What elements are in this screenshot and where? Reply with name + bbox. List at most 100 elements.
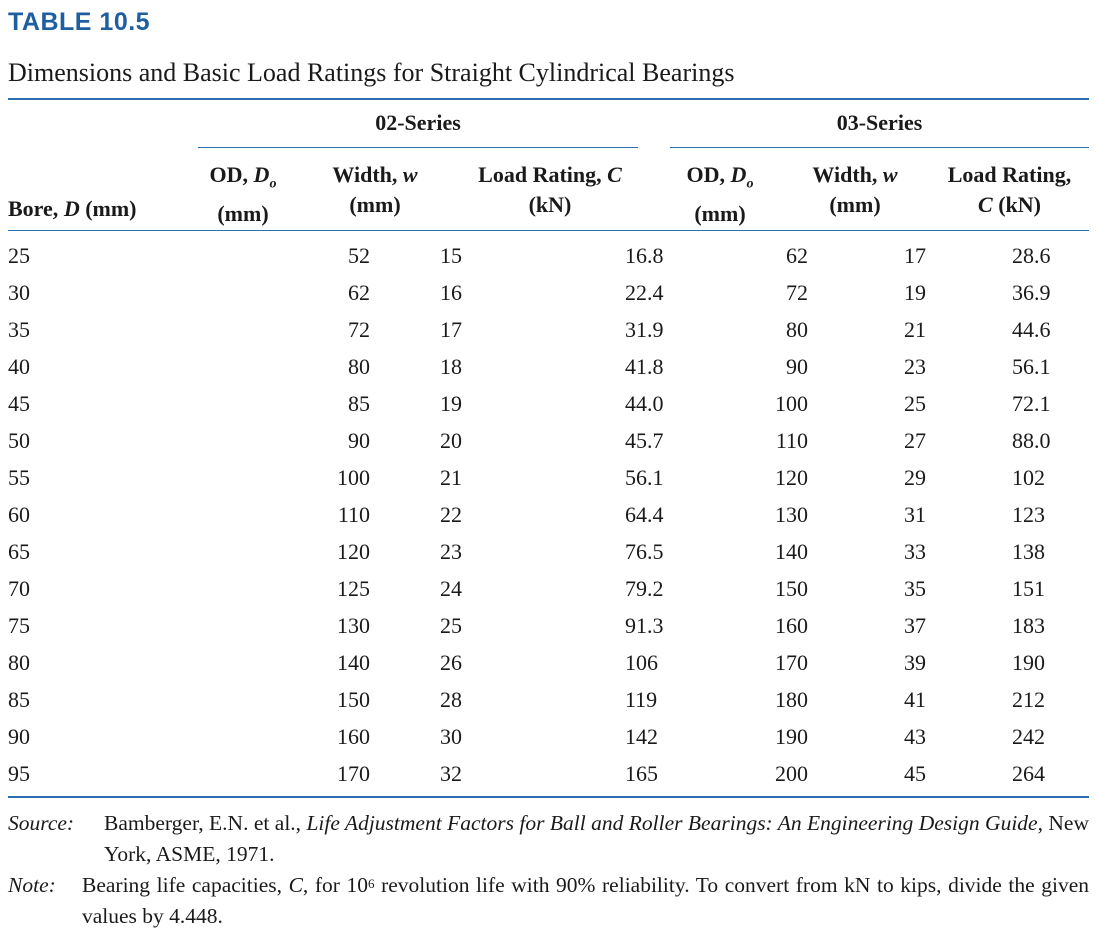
table-row: 45 85 19 44.0 100 25 72.1 bbox=[8, 385, 1089, 422]
header-load-03: Load Rating, C (kN) bbox=[947, 162, 1072, 217]
od-03-cell: 160 bbox=[775, 612, 808, 638]
table-row: 30 62 16 22.4 72 19 36.9 bbox=[8, 274, 1089, 311]
table-row: 75 130 25 91.3 160 37 183 bbox=[8, 607, 1089, 644]
od-03-cell: 150 bbox=[775, 575, 808, 601]
load-03-cell: 151 bbox=[1012, 575, 1045, 601]
load-02-cell: 31.9 bbox=[625, 316, 664, 342]
series-03-rule bbox=[670, 147, 1089, 148]
od-02-cell: 90 bbox=[348, 427, 370, 453]
od-03-cell: 120 bbox=[775, 464, 808, 490]
table-row: 50 90 20 45.7 110 27 88.0 bbox=[8, 422, 1089, 459]
od-03-cell: 140 bbox=[775, 538, 808, 564]
reliability-note: Note: Bearing life capacities, C, for 10… bbox=[8, 870, 1089, 932]
table-row: 35 72 17 31.9 80 21 44.6 bbox=[8, 311, 1089, 348]
load-03-cell: 264 bbox=[1012, 760, 1045, 786]
od-03-cell: 180 bbox=[775, 686, 808, 712]
width-02-cell: 20 bbox=[440, 427, 462, 453]
od-03-cell: 190 bbox=[775, 723, 808, 749]
od-02-cell: 52 bbox=[348, 242, 370, 268]
bore-cell: 70 bbox=[8, 575, 30, 601]
bore-cell: 45 bbox=[8, 390, 30, 416]
table-row: 85 150 28 119 180 41 212 bbox=[8, 681, 1089, 718]
bore-cell: 30 bbox=[8, 279, 30, 305]
width-02-cell: 21 bbox=[440, 464, 462, 490]
load-02-cell: 142 bbox=[625, 723, 658, 749]
load-02-cell: 119 bbox=[625, 686, 658, 712]
bore-cell: 25 bbox=[8, 242, 30, 268]
od-02-cell: 110 bbox=[337, 501, 370, 527]
od-03-cell: 90 bbox=[786, 353, 808, 379]
source-key: Source: bbox=[8, 811, 75, 835]
od-02-cell: 120 bbox=[337, 538, 370, 564]
footnotes: Source: Bamberger, E.N. et al., Life Adj… bbox=[8, 808, 1089, 932]
od-03-cell: 72 bbox=[786, 279, 808, 305]
width-02-cell: 32 bbox=[440, 760, 462, 786]
bore-cell: 50 bbox=[8, 427, 30, 453]
load-03-cell: 44.6 bbox=[1012, 316, 1051, 342]
load-03-cell: 138 bbox=[1012, 538, 1045, 564]
width-03-cell: 25 bbox=[904, 390, 926, 416]
od-02-cell: 150 bbox=[337, 686, 370, 712]
load-03-cell: 36.9 bbox=[1012, 279, 1051, 305]
table-row: 70 125 24 79.2 150 35 151 bbox=[8, 570, 1089, 607]
bottom-rule bbox=[8, 796, 1089, 798]
load-03-cell: 72.1 bbox=[1012, 390, 1051, 416]
table-row: 65 120 23 76.5 140 33 138 bbox=[8, 533, 1089, 570]
od-02-cell: 100 bbox=[337, 464, 370, 490]
table-row: 55 100 21 56.1 120 29 102 bbox=[8, 459, 1089, 496]
header-od-02: OD, Do (mm) bbox=[209, 162, 277, 227]
header-rule bbox=[8, 230, 1089, 231]
width-02-cell: 25 bbox=[440, 612, 462, 638]
bore-cell: 65 bbox=[8, 538, 30, 564]
width-03-cell: 31 bbox=[904, 501, 926, 527]
width-02-cell: 28 bbox=[440, 686, 462, 712]
table-row: 40 80 18 41.8 90 23 56.1 bbox=[8, 348, 1089, 385]
bore-cell: 40 bbox=[8, 353, 30, 379]
load-02-cell: 41.8 bbox=[625, 353, 664, 379]
source-text: Bamberger, E.N. et al., Life Adjustment … bbox=[104, 811, 1089, 866]
od-03-cell: 130 bbox=[775, 501, 808, 527]
od-03-cell: 170 bbox=[775, 649, 808, 675]
series-03-label: 03-Series bbox=[836, 110, 923, 135]
width-02-cell: 16 bbox=[440, 279, 462, 305]
table-label: TABLE 10.5 bbox=[8, 8, 151, 36]
note-key: Note: bbox=[8, 873, 56, 897]
top-rule bbox=[8, 98, 1089, 100]
width-03-cell: 17 bbox=[904, 242, 926, 268]
od-02-cell: 72 bbox=[348, 316, 370, 342]
width-03-cell: 37 bbox=[904, 612, 926, 638]
od-02-cell: 160 bbox=[337, 723, 370, 749]
series-02-rule bbox=[198, 147, 638, 148]
load-02-cell: 106 bbox=[625, 649, 658, 675]
load-03-cell: 123 bbox=[1012, 501, 1045, 527]
load-02-cell: 64.4 bbox=[625, 501, 664, 527]
width-03-cell: 35 bbox=[904, 575, 926, 601]
od-02-cell: 62 bbox=[348, 279, 370, 305]
series-02-label: 02-Series bbox=[375, 110, 461, 135]
bore-cell: 80 bbox=[8, 649, 30, 675]
header-width-03: Width, w (mm) bbox=[812, 162, 898, 217]
od-03-cell: 62 bbox=[786, 242, 808, 268]
width-02-cell: 30 bbox=[440, 723, 462, 749]
load-03-cell: 242 bbox=[1012, 723, 1045, 749]
width-03-cell: 29 bbox=[904, 464, 926, 490]
width-03-cell: 19 bbox=[904, 279, 926, 305]
header-load-02: Load Rating, C (kN) bbox=[478, 162, 622, 217]
load-03-cell: 56.1 bbox=[1012, 353, 1051, 379]
od-02-cell: 85 bbox=[348, 390, 370, 416]
width-02-cell: 23 bbox=[440, 538, 462, 564]
od-02-cell: 140 bbox=[337, 649, 370, 675]
width-02-cell: 17 bbox=[440, 316, 462, 342]
od-03-cell: 100 bbox=[775, 390, 808, 416]
od-02-cell: 80 bbox=[348, 353, 370, 379]
width-02-cell: 15 bbox=[440, 242, 462, 268]
od-02-cell: 170 bbox=[337, 760, 370, 786]
data-table: 25 52 15 16.8 62 17 28.6 30 62 16 22.4 72 19 36.9 35 72… bbox=[8, 237, 1089, 792]
od-03-cell: 80 bbox=[786, 316, 808, 342]
load-02-cell: 16.8 bbox=[625, 242, 664, 268]
table-row: 25 52 15 16.8 62 17 28.6 bbox=[8, 237, 1089, 274]
width-03-cell: 21 bbox=[904, 316, 926, 342]
table-row: 90 160 30 142 190 43 242 bbox=[8, 718, 1089, 755]
load-03-cell: 28.6 bbox=[1012, 242, 1051, 268]
width-03-cell: 43 bbox=[904, 723, 926, 749]
